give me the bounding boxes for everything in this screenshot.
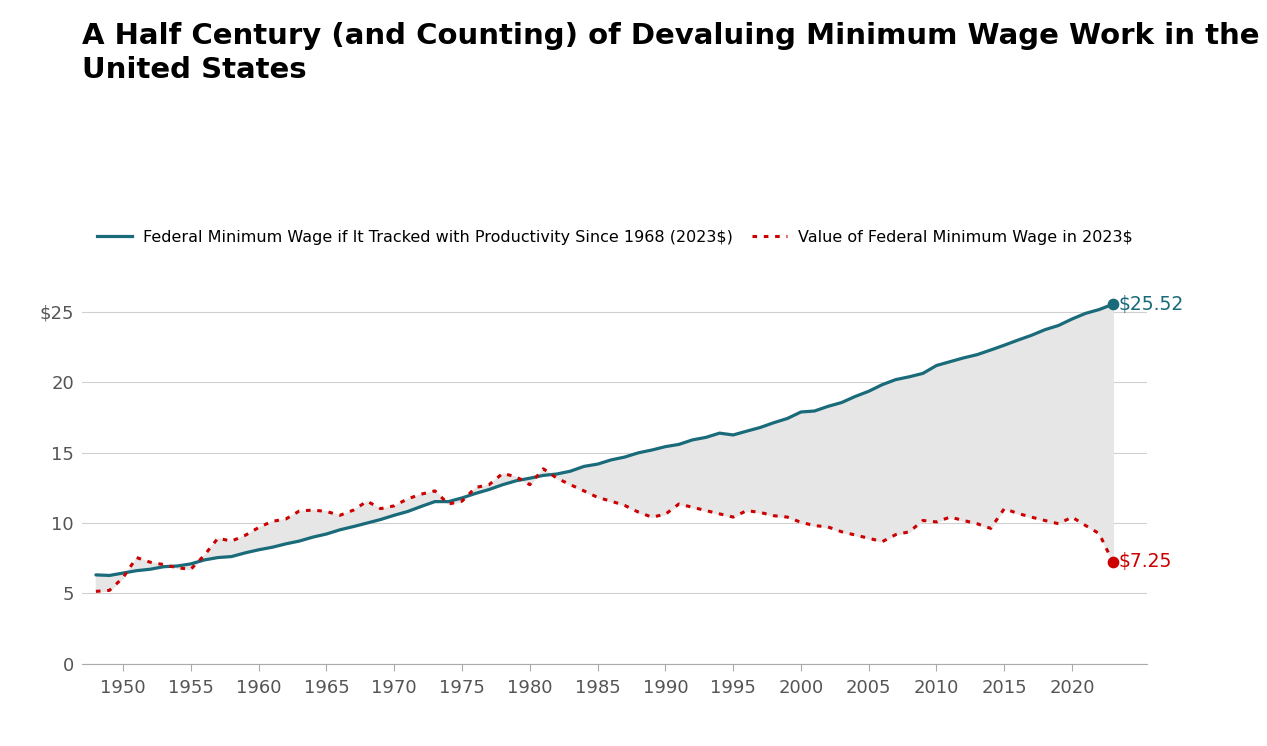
Text: $25.52: $25.52: [1119, 295, 1183, 314]
Legend: Federal Minimum Wage if It Tracked with Productivity Since 1968 (2023$), Value o: Federal Minimum Wage if It Tracked with …: [90, 223, 1139, 251]
Point: [1102, 298, 1123, 310]
Text: $7.25: $7.25: [1119, 552, 1172, 571]
Text: A Half Century (and Counting) of Devaluing Minimum Wage Work in the
United State: A Half Century (and Counting) of Devalui…: [82, 22, 1259, 84]
Point: [1102, 556, 1123, 568]
